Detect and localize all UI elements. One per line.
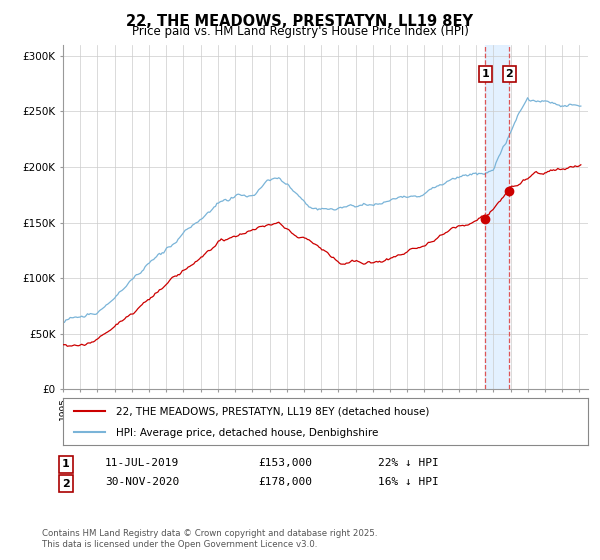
Text: HPI: Average price, detached house, Denbighshire: HPI: Average price, detached house, Denb… — [115, 428, 378, 438]
Text: 22% ↓ HPI: 22% ↓ HPI — [378, 458, 439, 468]
Text: 1: 1 — [481, 69, 489, 79]
Text: Contains HM Land Registry data © Crown copyright and database right 2025.
This d: Contains HM Land Registry data © Crown c… — [42, 529, 377, 549]
Bar — [485, 45, 509, 389]
Text: 16% ↓ HPI: 16% ↓ HPI — [378, 477, 439, 487]
Text: £153,000: £153,000 — [258, 458, 312, 468]
Text: 2: 2 — [62, 479, 70, 489]
Text: Price paid vs. HM Land Registry's House Price Index (HPI): Price paid vs. HM Land Registry's House … — [131, 25, 469, 38]
Text: 11-JUL-2019: 11-JUL-2019 — [105, 458, 179, 468]
Text: 22, THE MEADOWS, PRESTATYN, LL19 8EY (detached house): 22, THE MEADOWS, PRESTATYN, LL19 8EY (de… — [115, 407, 429, 417]
Text: 22, THE MEADOWS, PRESTATYN, LL19 8EY: 22, THE MEADOWS, PRESTATYN, LL19 8EY — [127, 14, 473, 29]
Text: 1: 1 — [62, 459, 70, 469]
Text: £178,000: £178,000 — [258, 477, 312, 487]
Text: 30-NOV-2020: 30-NOV-2020 — [105, 477, 179, 487]
Text: 2: 2 — [505, 69, 513, 79]
